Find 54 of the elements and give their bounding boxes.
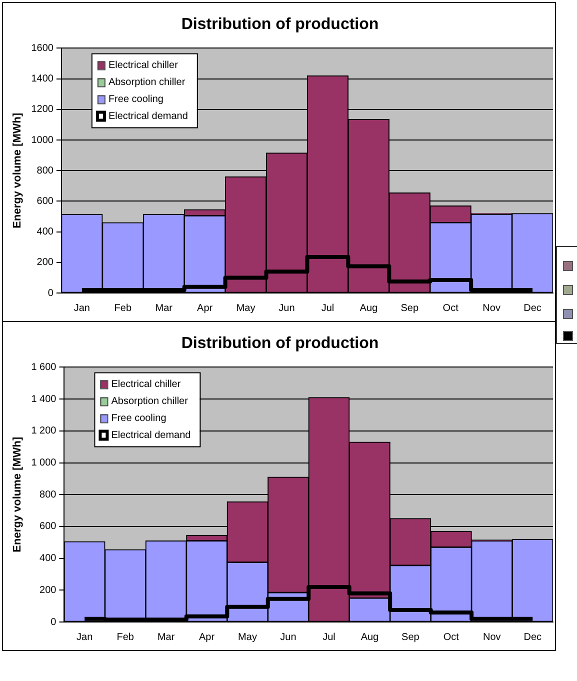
legend-label: Absorption chiller bbox=[108, 76, 186, 88]
y-tick-label: 0 bbox=[48, 288, 54, 299]
y-tick-label: 600 bbox=[40, 521, 57, 532]
legend-label: Absorption chiller bbox=[111, 396, 189, 407]
legend-label: Electrical chiller bbox=[108, 60, 179, 71]
y-tick-label: 200 bbox=[36, 257, 54, 268]
legend-label: Free cooling bbox=[111, 412, 166, 424]
y-tick-label: 1 400 bbox=[31, 394, 57, 405]
x-tick-label: Apr bbox=[199, 632, 216, 643]
y-tick-label: 800 bbox=[36, 165, 54, 176]
y-tick-label: 400 bbox=[36, 226, 54, 238]
y-tick-label: 400 bbox=[40, 553, 57, 564]
x-tick-label: Jan bbox=[74, 302, 90, 314]
x-tick-label: Aug bbox=[360, 302, 378, 314]
y-tick-label: 600 bbox=[36, 196, 54, 207]
x-tick-label: Nov bbox=[483, 632, 501, 643]
y-tick-label: 1600 bbox=[31, 42, 54, 54]
x-tick-label: Jul bbox=[322, 632, 336, 643]
x-tick-label: Dec bbox=[524, 302, 542, 314]
legend-label: Free cooling bbox=[108, 94, 164, 105]
legend-label: Electrical demand bbox=[108, 110, 188, 122]
x-tick-label: Jun bbox=[278, 302, 295, 314]
legend-label: Electrical chiller bbox=[111, 378, 182, 390]
x-tick-label: Feb bbox=[114, 302, 132, 314]
legend-label: Electrical demand bbox=[111, 430, 191, 441]
y-tick-label: 800 bbox=[40, 489, 57, 500]
x-tick-label: Feb bbox=[116, 632, 134, 643]
x-tick-label: Apr bbox=[197, 302, 214, 314]
chart-title: Distribution of production bbox=[181, 335, 379, 352]
x-tick-label: Oct bbox=[442, 302, 459, 314]
x-tick-label: Sep bbox=[400, 302, 419, 314]
y-tick-label: 1 200 bbox=[31, 426, 57, 437]
y-tick-label: 1400 bbox=[31, 74, 54, 85]
y-tick-label: 1 600 bbox=[31, 362, 57, 373]
x-tick-label: Aug bbox=[360, 632, 379, 643]
x-tick-label: May bbox=[236, 302, 256, 314]
y-tick-label: 1000 bbox=[31, 134, 54, 146]
y-tick-label: 1200 bbox=[31, 104, 54, 116]
x-tick-label: Jul bbox=[321, 302, 334, 314]
x-tick-label: Oct bbox=[443, 632, 460, 643]
x-tick-label: Jun bbox=[280, 632, 296, 643]
x-tick-label: Jan bbox=[76, 632, 93, 643]
x-tick-label: Dec bbox=[524, 632, 542, 643]
chart-title: Distribution of production bbox=[181, 16, 379, 34]
y-axis-title: Energy volume [MWh] bbox=[12, 436, 24, 552]
x-tick-label: May bbox=[238, 632, 257, 643]
x-tick-label: Mar bbox=[157, 632, 176, 643]
x-tick-label: Mar bbox=[155, 302, 174, 314]
y-axis-title: Energy volume [MWh] bbox=[12, 112, 24, 228]
x-tick-label: Nov bbox=[482, 302, 500, 314]
x-tick-label: Sep bbox=[402, 632, 420, 643]
y-tick-label: 0 bbox=[50, 616, 57, 628]
y-tick-label: 200 bbox=[40, 584, 57, 596]
y-tick-label: 1 000 bbox=[31, 458, 57, 468]
